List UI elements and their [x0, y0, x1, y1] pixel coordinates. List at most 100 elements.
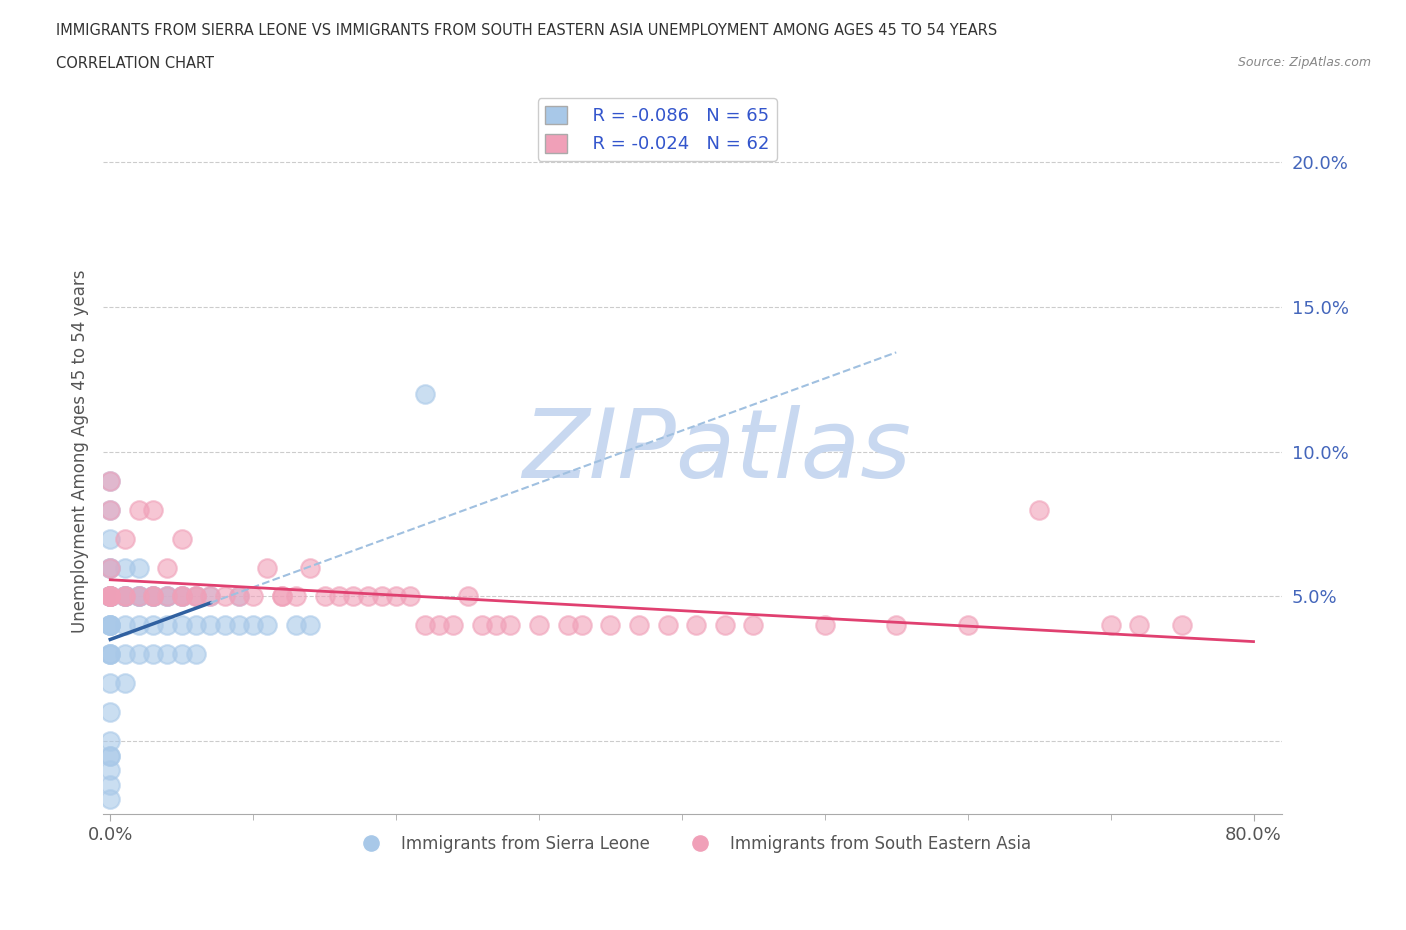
Point: [200, 618, 222, 633]
Point: [114, 676, 136, 691]
Point: [413, 618, 436, 633]
Point: [142, 502, 165, 517]
Point: [98, 777, 121, 792]
Point: [98, 589, 121, 604]
Point: [98, 560, 121, 575]
Point: [128, 502, 150, 517]
Point: [128, 618, 150, 633]
Point: [285, 589, 308, 604]
Point: [98, 589, 121, 604]
Point: [1171, 618, 1194, 633]
Point: [342, 589, 364, 604]
Text: Source: ZipAtlas.com: Source: ZipAtlas.com: [1237, 56, 1371, 69]
Point: [228, 589, 250, 604]
Point: [98, 618, 121, 633]
Point: [557, 618, 579, 633]
Point: [98, 502, 121, 517]
Point: [128, 589, 150, 604]
Point: [599, 618, 621, 633]
Point: [228, 589, 250, 604]
Point: [285, 618, 308, 633]
Point: [184, 647, 207, 662]
Text: CORRELATION CHART: CORRELATION CHART: [56, 56, 214, 71]
Point: [413, 386, 436, 401]
Point: [356, 589, 378, 604]
Point: [142, 589, 165, 604]
Point: [98, 734, 121, 749]
Point: [1028, 502, 1050, 517]
Point: [98, 618, 121, 633]
Point: [814, 618, 837, 633]
Point: [142, 589, 165, 604]
Point: [98, 589, 121, 604]
Point: [270, 589, 292, 604]
Point: [328, 589, 350, 604]
Legend: Immigrants from Sierra Leone, Immigrants from South Eastern Asia: Immigrants from Sierra Leone, Immigrants…: [347, 829, 1038, 860]
Point: [713, 618, 735, 633]
Point: [485, 618, 508, 633]
Point: [1128, 618, 1150, 633]
Point: [170, 618, 193, 633]
Point: [685, 618, 707, 633]
Point: [184, 589, 207, 604]
Point: [256, 618, 278, 633]
Point: [299, 560, 322, 575]
Point: [98, 749, 121, 764]
Text: IMMIGRANTS FROM SIERRA LEONE VS IMMIGRANTS FROM SOUTH EASTERN ASIA UNEMPLOYMENT : IMMIGRANTS FROM SIERRA LEONE VS IMMIGRAN…: [56, 23, 997, 38]
Point: [299, 618, 322, 633]
Point: [270, 589, 292, 604]
Point: [98, 502, 121, 517]
Point: [98, 473, 121, 488]
Text: ZIPatlas: ZIPatlas: [522, 405, 911, 498]
Point: [98, 589, 121, 604]
Point: [214, 589, 236, 604]
Point: [200, 589, 222, 604]
Point: [184, 618, 207, 633]
Point: [457, 589, 479, 604]
Point: [156, 589, 179, 604]
Point: [742, 618, 765, 633]
Point: [114, 647, 136, 662]
Point: [441, 618, 464, 633]
Point: [184, 589, 207, 604]
Point: [471, 618, 494, 633]
Point: [98, 618, 121, 633]
Point: [200, 589, 222, 604]
Point: [499, 618, 522, 633]
Point: [256, 560, 278, 575]
Point: [156, 618, 179, 633]
Point: [156, 589, 179, 604]
Point: [170, 589, 193, 604]
Point: [98, 647, 121, 662]
Point: [156, 560, 179, 575]
Point: [627, 618, 650, 633]
Point: [98, 589, 121, 604]
Point: [884, 618, 907, 633]
Point: [114, 531, 136, 546]
Point: [98, 676, 121, 691]
Point: [98, 531, 121, 546]
Point: [128, 647, 150, 662]
Point: [128, 560, 150, 575]
Point: [142, 618, 165, 633]
Point: [156, 589, 179, 604]
Point: [114, 589, 136, 604]
Y-axis label: Unemployment Among Ages 45 to 54 years: Unemployment Among Ages 45 to 54 years: [72, 270, 89, 633]
Point: [571, 618, 593, 633]
Point: [128, 589, 150, 604]
Point: [371, 589, 394, 604]
Point: [242, 618, 264, 633]
Point: [98, 647, 121, 662]
Point: [128, 589, 150, 604]
Point: [98, 647, 121, 662]
Point: [170, 589, 193, 604]
Point: [214, 618, 236, 633]
Point: [98, 589, 121, 604]
Point: [98, 749, 121, 764]
Point: [142, 589, 165, 604]
Point: [314, 589, 336, 604]
Point: [170, 531, 193, 546]
Point: [242, 589, 264, 604]
Point: [184, 589, 207, 604]
Point: [385, 589, 408, 604]
